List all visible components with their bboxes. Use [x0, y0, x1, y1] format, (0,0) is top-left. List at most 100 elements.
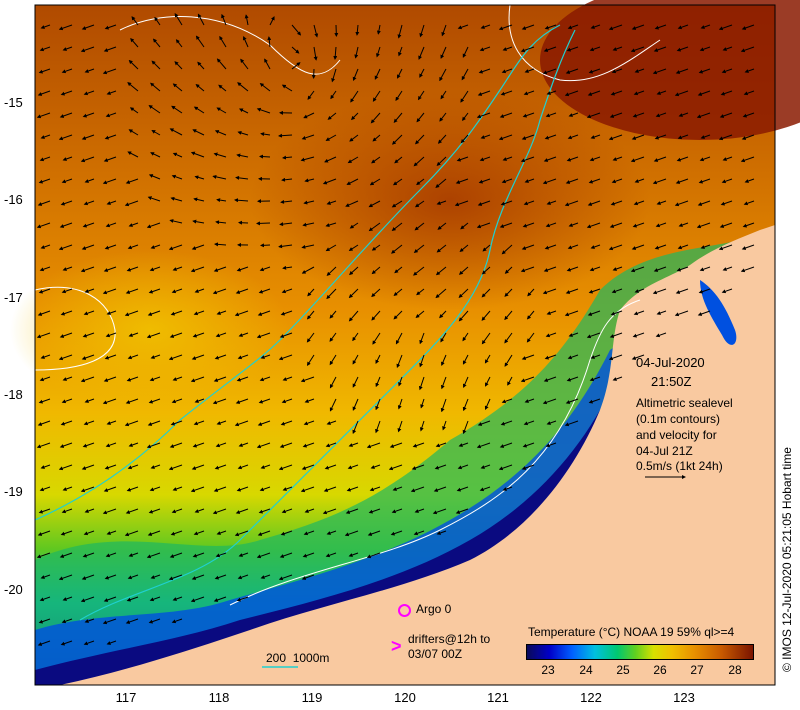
velocity-arrow — [398, 376, 403, 387]
velocity-arrow — [146, 222, 161, 229]
velocity-arrow — [258, 508, 271, 514]
velocity-arrow — [419, 68, 425, 78]
velocity-arrow — [436, 244, 447, 253]
velocity-arrow — [301, 464, 315, 470]
velocity-arrow — [370, 112, 381, 124]
velocity-arrow — [564, 90, 579, 97]
velocity-arrow — [479, 486, 491, 492]
velocity-arrow — [654, 244, 667, 250]
velocity-arrow — [355, 24, 360, 36]
velocity-arrow — [279, 552, 293, 558]
velocity-arrow — [81, 354, 95, 360]
velocity-arrow — [440, 332, 447, 343]
velocity-arrow — [677, 134, 689, 140]
velocity-arrow — [216, 310, 227, 315]
velocity-arrow — [611, 68, 623, 74]
velocity-arrow — [566, 376, 579, 382]
velocity-arrow — [346, 486, 359, 492]
velocity-arrow — [40, 244, 51, 249]
velocity-arrow — [60, 90, 73, 96]
velocity-arrow — [215, 552, 227, 558]
velocity-arrow — [125, 508, 139, 514]
velocity-arrow — [282, 265, 293, 270]
velocity-arrow — [216, 58, 227, 70]
velocity-arrow — [60, 310, 73, 316]
velocity-arrow — [235, 288, 249, 294]
velocity-arrow — [520, 46, 535, 53]
velocity-arrow — [264, 58, 271, 70]
velocity-arrow — [221, 13, 227, 26]
velocity-arrow — [238, 442, 249, 447]
velocity-arrow — [634, 178, 645, 183]
velocity-arrow — [587, 90, 601, 96]
velocity-arrow — [150, 244, 161, 249]
velocity-arrow — [611, 288, 623, 294]
velocity-arrow — [313, 46, 318, 61]
velocity-arrow — [256, 221, 271, 226]
velocity-arrow — [743, 90, 755, 96]
velocity-arrow — [744, 68, 755, 73]
velocity-arrow — [588, 288, 601, 294]
velocity-arrows — [36, 13, 755, 646]
velocity-arrow — [256, 552, 271, 559]
velocity-arrow — [147, 530, 161, 536]
velocity-arrow — [124, 530, 139, 537]
velocity-arrow — [437, 134, 447, 144]
velocity-arrow — [523, 200, 535, 206]
velocity-arrow — [102, 178, 117, 185]
velocity-arrow — [240, 58, 249, 70]
info-line: 04-Jul 21Z — [636, 444, 693, 458]
velocity-arrow — [700, 244, 711, 249]
velocity-arrow — [369, 178, 381, 186]
velocity-arrow — [36, 442, 51, 449]
velocity-arrow — [418, 46, 425, 60]
velocity-arrow — [722, 46, 733, 51]
velocity-arrow — [368, 200, 381, 208]
velocity-arrow — [520, 376, 535, 383]
velocity-arrow — [171, 105, 183, 114]
velocity-arrow — [346, 178, 359, 185]
velocity-arrow — [62, 596, 73, 601]
velocity-arrow — [677, 24, 689, 30]
velocity-arrow — [440, 90, 447, 100]
velocity-arrow — [718, 244, 733, 251]
velocity-arrow — [348, 288, 359, 299]
velocity-arrow — [106, 200, 117, 205]
velocity-arrow — [521, 354, 535, 360]
velocity-arrow — [589, 156, 601, 162]
velocity-arrow — [194, 508, 205, 513]
velocity-arrow — [590, 244, 601, 249]
velocity-arrow — [194, 288, 205, 293]
velocity-arrow — [436, 200, 447, 205]
velocity-arrow — [498, 464, 513, 471]
velocity-arrow — [435, 266, 447, 276]
velocity-arrow — [349, 134, 359, 142]
velocity-arrow — [352, 376, 359, 388]
velocity-arrow — [439, 112, 447, 122]
velocity-arrow — [722, 156, 733, 161]
velocity-arrow — [721, 178, 733, 184]
velocity-arrow — [345, 508, 359, 514]
velocity-arrow — [414, 200, 425, 208]
velocity-arrow — [374, 68, 381, 80]
velocity-arrow — [460, 90, 469, 103]
velocity-arrow — [477, 90, 491, 96]
velocity-arrow — [420, 398, 425, 409]
velocity-arrow — [344, 530, 359, 537]
velocity-arrow — [82, 442, 95, 448]
velocity-arrow — [306, 332, 315, 343]
velocity-arrow — [258, 398, 271, 404]
velocity-arrow — [416, 288, 425, 296]
velocity-arrow — [502, 486, 513, 491]
velocity-arrow — [213, 376, 227, 382]
velocity-arrow — [568, 222, 579, 227]
velocity-arrow — [127, 574, 139, 580]
velocity-arrow — [168, 464, 183, 471]
velocity-arrow — [260, 354, 271, 359]
velocity-arrow — [106, 90, 117, 95]
colorbar-tick: 26 — [653, 663, 667, 677]
velocity-arrow — [476, 222, 491, 229]
velocity-arrow — [372, 90, 381, 102]
velocity-arrow — [327, 112, 337, 120]
velocity-arrow — [149, 596, 161, 602]
